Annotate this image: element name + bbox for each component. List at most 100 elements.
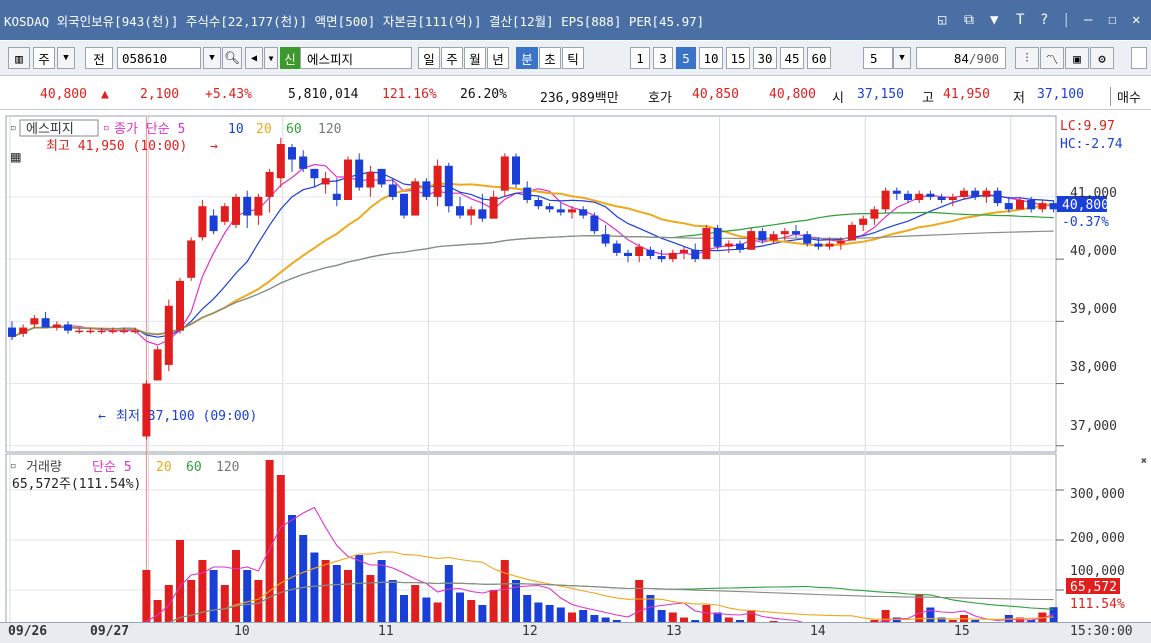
interval-button-1[interactable]: 1 [630,47,650,69]
interval-button-3[interactable]: 3 [653,47,673,69]
interval-button-10[interactable]: 10 [699,47,723,69]
popup-icon[interactable]: ⧉ [964,12,974,28]
x-label-12: 12 [522,624,538,639]
speaker-icon[interactable]: ◀ [245,47,263,69]
prev-button[interactable]: 전 [85,47,113,69]
stock-name-field[interactable]: 에스피지 [300,47,412,69]
candle-body [881,190,890,210]
candle-body [646,249,655,256]
pin-icon[interactable]: ▼ [990,12,999,28]
buy-button[interactable]: 매수 [1110,87,1141,106]
candle-body [444,165,453,207]
candle-body [433,165,442,197]
volume-value: 5,810,014 [288,87,359,102]
close-icon[interactable]: ✕ [1132,12,1141,28]
maximize-icon[interactable]: ☐ [1108,12,1117,28]
candle-body [803,234,812,244]
price-tick-39000: 39,000 [1070,302,1117,317]
candle-body [388,184,397,197]
current-volume-label: 65,572 [1070,580,1117,595]
stock-code-input[interactable]: 058610 [117,47,201,69]
volume-bar [344,570,352,640]
interval-button-60[interactable]: 60 [807,47,831,69]
volume-bar [411,585,420,640]
volume-bar [176,540,184,640]
volume-bar [388,580,397,640]
stock-tag: 에스피지 [26,122,74,137]
code-dropdown-icon[interactable]: ▼ [203,47,221,69]
price-tick-41000: 41,000 [1070,186,1117,201]
candle-body [478,209,487,219]
high-price: 41,950 [943,87,990,102]
volume-panel-checkbox-icon[interactable]: ▫ [10,459,17,472]
candle-body [904,193,912,200]
candle-body [1049,203,1058,210]
price-panel-checkbox-icon[interactable]: ▫ [10,121,17,134]
candle-body [590,215,599,232]
high-label: 고 [922,91,934,106]
price-change-pct: +5.43% [205,87,252,102]
interval-button-5[interactable]: 5 [676,47,696,69]
new-badge: 신 [280,47,300,69]
period-button-6[interactable]: 틱 [562,47,584,69]
count-input[interactable]: 84/900 [916,47,1006,69]
period-button-2[interactable]: 월 [464,47,486,69]
volume-bar [512,580,520,640]
candle-body [276,144,285,179]
option-checkbox[interactable] [1131,47,1147,69]
period-select[interactable]: 주 [33,47,55,69]
x-axis: 09/26 09/27 10 11 12 13 14 15 15:30:00 [0,622,1151,643]
low-label: 저 [1013,91,1025,106]
font-icon[interactable]: T [1016,12,1025,28]
vol-tick-100000: 100,000 [1070,564,1125,579]
volume-bar [523,595,532,640]
grid-toggle-icon[interactable]: ▦ [11,147,21,166]
volume-legend-main: 단순 5 [92,460,132,475]
volume-bar [467,600,476,640]
volume-bar [377,560,386,640]
price-tick-38000: 38,000 [1070,360,1117,375]
period-button-4[interactable]: 분 [516,47,538,69]
interval-dropdown-icon[interactable]: ▼ [893,47,911,69]
volume-bar [321,560,330,640]
interval-button-15[interactable]: 15 [726,47,750,69]
period-button-0[interactable]: 일 [418,47,440,69]
panel-close-icon[interactable]: ✖ [1141,456,1147,467]
price-chart[interactable]: ▫ 에스피지 ▫ 종가 단순 5 10 20 60 120 ▦ 최고 41,95… [0,112,1151,642]
volume-legend-ma-20: 20 [156,460,172,475]
interval-button-30[interactable]: 30 [753,47,777,69]
search-icon[interactable]: 🔍︎ [222,47,242,69]
indicator-icon[interactable]: 〽 [1040,47,1064,69]
interval-value-input[interactable]: 5 [863,47,893,69]
last-volume: 65,572주(111.54%) [12,477,141,492]
low-note: 최저 37,100 (09:00) [116,409,257,424]
candle-body [344,159,352,200]
candle-body [870,209,879,219]
help-icon[interactable]: ? [1040,12,1049,28]
current-price-tag [1057,196,1107,212]
candle-body [1027,200,1036,210]
candle-body [108,330,117,333]
candle-body [601,234,610,244]
period-button-5[interactable]: 초 [539,47,561,69]
chevron-down-icon[interactable]: ▼ [57,47,75,69]
save-icon[interactable]: ▣ [1065,47,1089,69]
candle-type-icon[interactable]: ⫶ [1015,47,1039,69]
interval-button-45[interactable]: 45 [780,47,804,69]
gear-icon[interactable]: ⚙ [1090,47,1114,69]
layout-icon[interactable]: ▥ [8,47,30,69]
period-button-1[interactable]: 주 [441,47,463,69]
candle-body [41,318,50,328]
ask-price: 40,850 [692,87,739,102]
restore-icon[interactable]: ◱ [938,12,947,28]
speaker-dropdown-icon[interactable]: ▼ [264,47,278,69]
candle-body [960,190,968,197]
candle-body [836,240,845,244]
candle-body [691,249,700,260]
period-button-3[interactable]: 년 [487,47,509,69]
volume-bar [332,565,341,640]
volume-bar [142,570,151,640]
x-label-0927: 09/27 [90,624,130,639]
minimize-icon[interactable]: — [1084,12,1093,28]
